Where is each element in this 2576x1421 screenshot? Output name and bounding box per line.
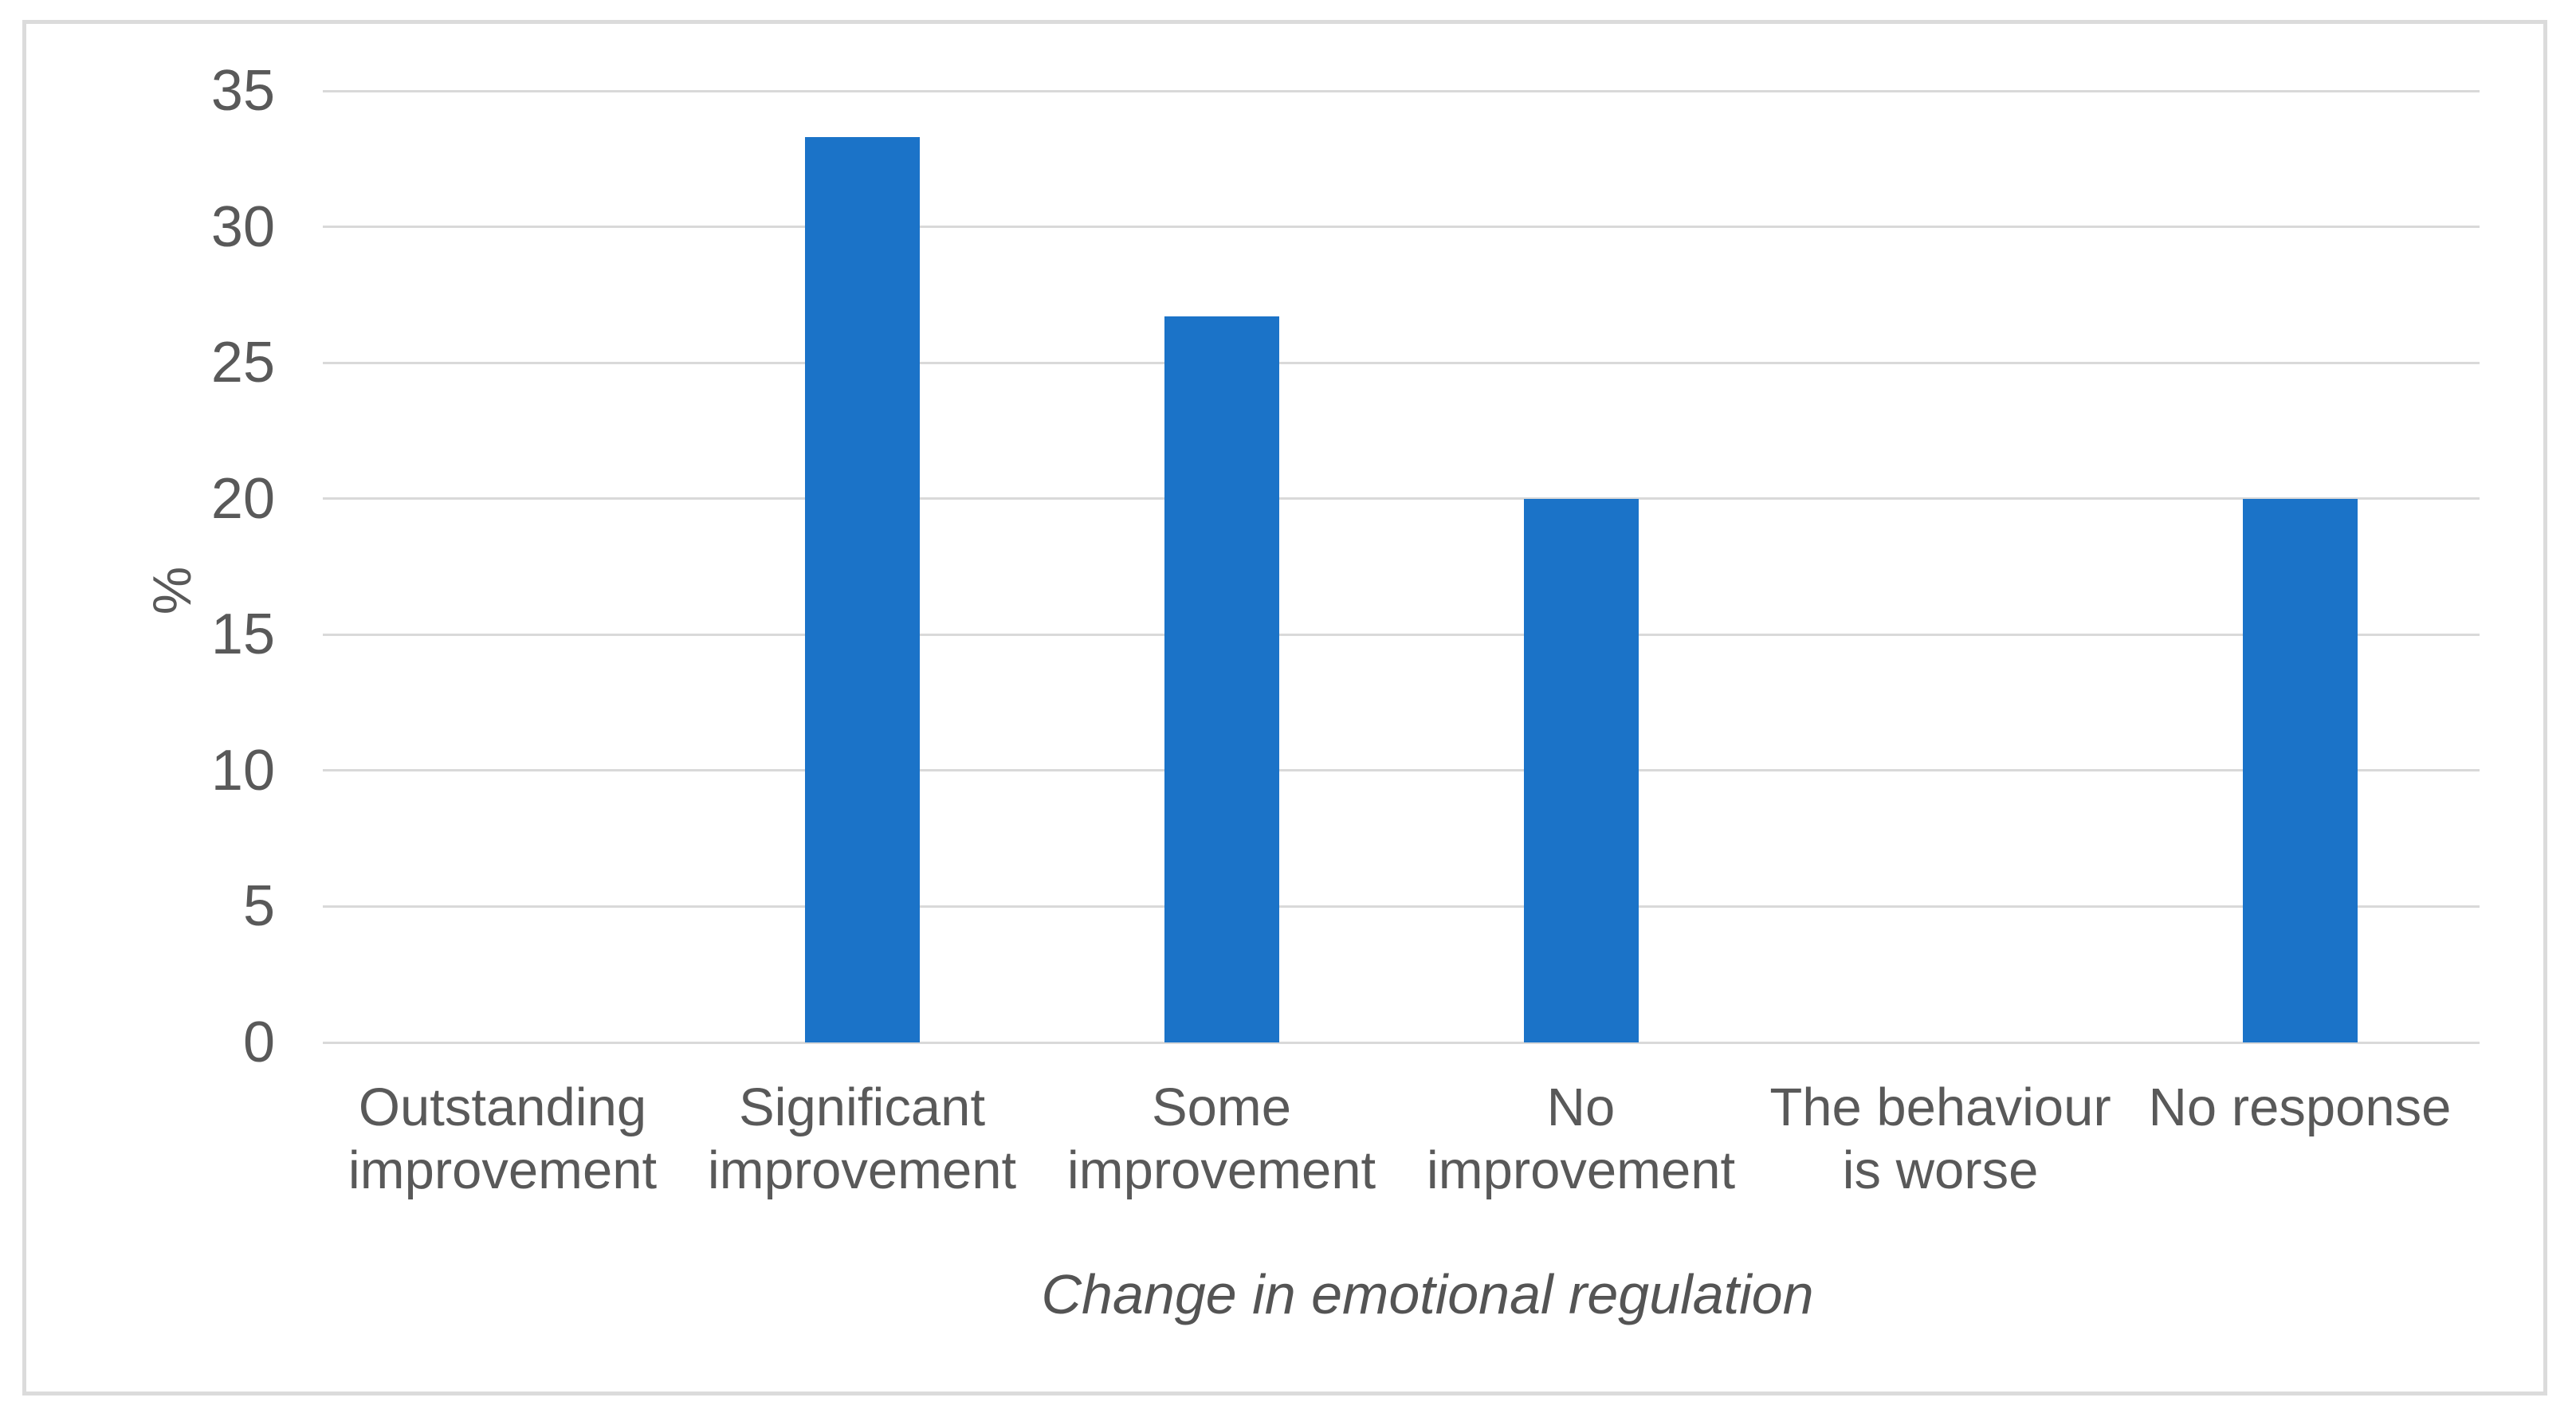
chart-frame: % Change in emotional regulation 0 5 10 15 2… bbox=[22, 20, 2547, 1395]
gridline-y10 bbox=[323, 769, 2480, 772]
x-category-label-significant-improvement: Significant improvement bbox=[655, 1076, 1070, 1202]
y-tick-label-30: 30 bbox=[210, 194, 275, 259]
gridline-y5 bbox=[323, 905, 2480, 908]
bar-significant-improvement bbox=[804, 136, 920, 1042]
x-category-label-line: No bbox=[1546, 1078, 1616, 1137]
x-category-label-line: The behaviour bbox=[1769, 1078, 2111, 1137]
gridline-y35 bbox=[323, 89, 2480, 92]
y-tick-label-20: 20 bbox=[210, 466, 275, 531]
gridline-y20 bbox=[323, 497, 2480, 500]
x-category-label-the-behaviour-is-worse: The behaviour is worse bbox=[1734, 1076, 2148, 1202]
gridline-y15 bbox=[323, 633, 2480, 636]
gridline-y0 bbox=[323, 1041, 2480, 1044]
y-tick-label-15: 15 bbox=[210, 603, 275, 667]
bar-no-response bbox=[2242, 498, 2358, 1042]
x-category-label-line: improvement bbox=[348, 1140, 658, 1200]
x-category-label-no-response: No response bbox=[2093, 1076, 2507, 1139]
y-tick-label-0: 0 bbox=[242, 1011, 275, 1074]
plot-area bbox=[349, 115, 2506, 1066]
y-tick-label-25: 25 bbox=[210, 331, 275, 395]
x-category-label-line: is worse bbox=[1842, 1140, 2039, 1200]
y-tick-label-35: 35 bbox=[210, 59, 275, 123]
x-category-label-no-improvement: No improvement bbox=[1374, 1076, 1789, 1202]
x-axis-title: Change in emotional regulation bbox=[1041, 1263, 1814, 1325]
y-tick-label-5: 5 bbox=[242, 874, 275, 939]
x-category-label-some-improvement: Some improvement bbox=[1015, 1076, 1429, 1202]
gridline-y30 bbox=[323, 226, 2480, 229]
gridline-y25 bbox=[323, 361, 2480, 364]
x-category-label-line: No response bbox=[2148, 1078, 2452, 1137]
x-category-label-line: Significant bbox=[738, 1078, 986, 1137]
bar-some-improvement bbox=[1164, 316, 1279, 1042]
x-category-label-line: improvement bbox=[707, 1140, 1017, 1200]
y-tick-label-10: 10 bbox=[210, 738, 275, 803]
x-category-label-line: improvement bbox=[1426, 1140, 1736, 1200]
bar-no-improvement bbox=[1523, 498, 1639, 1042]
x-category-label-outstanding-improvement: Outstanding improvement bbox=[296, 1076, 710, 1202]
x-category-label-line: Some bbox=[1151, 1078, 1292, 1137]
x-category-label-line: Outstanding bbox=[358, 1078, 647, 1137]
x-category-label-line: improvement bbox=[1066, 1140, 1376, 1200]
